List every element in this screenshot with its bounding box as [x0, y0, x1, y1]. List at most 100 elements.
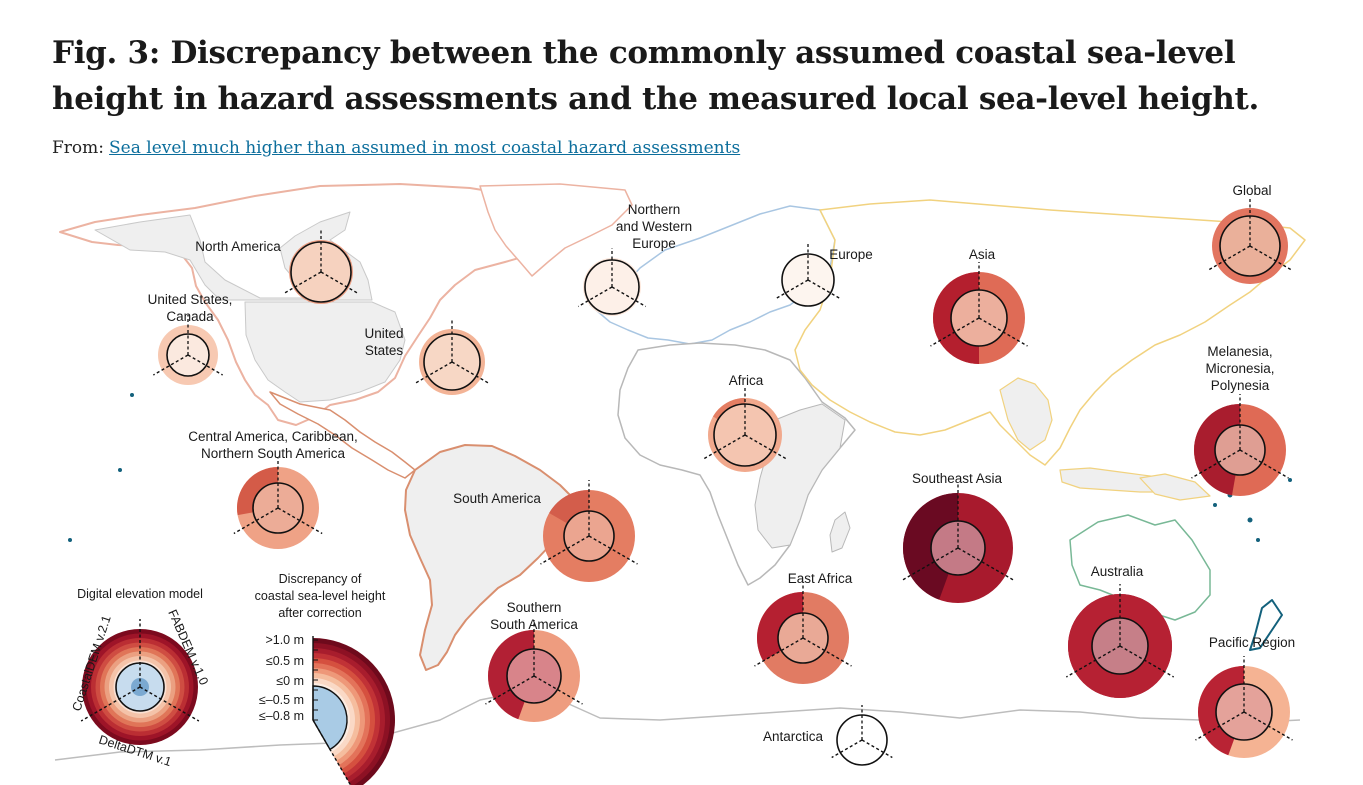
glyph-spoke — [588, 535, 638, 565]
from-prefix: From: — [52, 138, 105, 158]
antarctica-landmass — [54, 691, 1301, 761]
island-dot — [1256, 538, 1260, 542]
region-label-melanesia: Melanesia, — [1207, 344, 1272, 359]
region-label-east-africa: East Africa — [788, 571, 853, 586]
south-america-landmass — [404, 444, 576, 671]
scale-legend-title-1: Discrepancy of — [279, 572, 362, 586]
scale-tick-le-neg08: ≤–0.8 m — [259, 709, 304, 723]
glyph-spoke — [611, 286, 647, 308]
glyph-spoke — [320, 271, 358, 294]
region-glyph-north-america[interactable]: North America — [195, 230, 358, 304]
region-label-south-america: South America — [453, 491, 541, 506]
source-article-link[interactable]: Sea level much higher than assumed in mo… — [109, 138, 741, 158]
source-line: From: Sea level much higher than assumed … — [52, 138, 740, 158]
region-label-north-america: North America — [195, 239, 281, 254]
glyph-spoke — [754, 637, 804, 667]
glyph-spoke — [802, 637, 852, 667]
glyph-spoke — [831, 739, 863, 759]
dem-legend: Digital elevation model CoastalDEM v.2.1… — [70, 587, 211, 769]
new-zealand-landmass — [1249, 599, 1283, 651]
region-label-europe: Europe — [829, 247, 873, 262]
glyph-spoke — [540, 535, 590, 565]
region-glyph-australia[interactable]: Australia — [1065, 564, 1175, 698]
region-label-nw-europe: Europe — [632, 236, 676, 251]
region-glyph-pacific-region[interactable]: Pacific Region — [1195, 635, 1296, 758]
island-dot — [130, 393, 134, 397]
scale-legend-title-2: coastal sea-level height — [255, 589, 386, 603]
region-label-melanesia: Micronesia, — [1205, 361, 1274, 376]
region-label-australia: Australia — [1091, 564, 1144, 579]
region-label-melanesia: Polynesia — [1211, 378, 1270, 393]
region-glyph-central-america[interactable]: Central America, Caribbean, Northern Sout… — [188, 429, 358, 549]
region-glyph-global[interactable]: Global — [1208, 183, 1292, 284]
scale-legend-title-3: after correction — [278, 606, 361, 620]
glyph-spoke — [577, 286, 613, 308]
region-label-africa: Africa — [729, 373, 764, 388]
glyph-spoke — [1243, 711, 1293, 741]
greenland-landmass — [479, 183, 633, 277]
region-label-asia: Asia — [969, 247, 996, 262]
glyph-spoke — [485, 675, 535, 705]
region-glyph-asia[interactable]: Asia — [930, 247, 1028, 364]
glyph-spoke — [703, 434, 746, 460]
glyph-spoke — [1195, 711, 1245, 741]
glyph-spoke — [277, 507, 323, 535]
glyph-spoke — [414, 361, 453, 385]
glyph-spoke — [153, 354, 189, 376]
glyph-spoke — [284, 271, 322, 294]
usa-landmass — [244, 301, 406, 403]
region-label-pacific-region: Pacific Region — [1209, 635, 1295, 650]
coastlines — [54, 183, 1306, 761]
glyph-spoke — [1208, 245, 1251, 271]
scale-tick-le-neg05: ≤–0.5 m — [259, 693, 304, 707]
scale-inner-disc — [312, 685, 348, 751]
region-label-central-america: Northern South America — [201, 446, 346, 461]
glyph-spoke — [533, 675, 583, 705]
glyph-spoke — [1119, 645, 1175, 678]
region-glyph-antarctica[interactable]: Antarctica — [763, 705, 893, 766]
glyph-spoke — [930, 317, 980, 347]
region-label-central-america: Central America, Caribbean, — [188, 429, 358, 444]
glyph-spoke — [1249, 245, 1292, 271]
region-label-united-states: United — [364, 326, 403, 341]
region-glyph-us-canada[interactable]: United States, Canada — [148, 292, 233, 385]
region-glyph-africa[interactable]: Africa — [703, 373, 787, 472]
region-glyph-united-states[interactable]: United States — [364, 319, 490, 395]
glyph-spoke — [451, 361, 490, 385]
glyph-spoke — [744, 434, 787, 460]
region-label-united-states: States — [365, 343, 404, 358]
dem-spoke — [139, 686, 200, 722]
region-label-nw-europe: Northern — [628, 202, 681, 217]
scale-legend: Discrepancy of coastal sea-level height … — [255, 572, 395, 785]
region-glyph-east-africa[interactable]: East Africa — [754, 571, 853, 684]
region-label-antarctica: Antarctica — [763, 729, 824, 744]
glyph-spoke — [233, 507, 279, 535]
scale-spoke — [312, 719, 352, 785]
scale-tick-le05: ≤0.5 m — [266, 654, 304, 668]
glyph-spoke — [1239, 449, 1289, 479]
scale-wedge — [312, 636, 395, 785]
glyph-spoke — [187, 354, 223, 376]
figure-title: Fig. 3: Discrepancy between the commonly… — [52, 35, 1260, 117]
glyph-spoke — [1191, 449, 1241, 479]
new-guinea-landmass — [1139, 473, 1211, 501]
scale-tick-gt1: >1.0 m — [265, 633, 304, 647]
region-glyph-southern-south-america[interactable]: Southern South America — [485, 600, 583, 722]
region-glyphs: Global North America United States,Canada U… — [148, 183, 1296, 766]
region-label-nw-europe: and Western — [616, 219, 692, 234]
dem-legend-title: Digital elevation model — [77, 587, 203, 601]
region-label-global: Global — [1232, 183, 1271, 198]
glyph-spoke — [776, 279, 809, 299]
island-dot — [1213, 503, 1217, 507]
dem-spoke — [80, 686, 141, 722]
region-glyph-nw-europe[interactable]: Northern and Western Europe — [577, 202, 692, 316]
region-label-us-canada: Canada — [166, 309, 214, 324]
scale-tick-le0: ≤0 m — [276, 674, 304, 688]
region-glyph-south-america[interactable]: South America — [453, 480, 638, 582]
southeast-asia-landmass — [999, 377, 1053, 451]
region-label-southern-south-america: Southern — [507, 600, 562, 615]
region-glyph-europe[interactable]: Europe — [776, 244, 873, 307]
region-glyph-melanesia[interactable]: Melanesia, Micronesia, Polynesia — [1191, 344, 1289, 496]
region-glyph-southeast-asia[interactable]: Southeast Asia — [901, 471, 1015, 603]
